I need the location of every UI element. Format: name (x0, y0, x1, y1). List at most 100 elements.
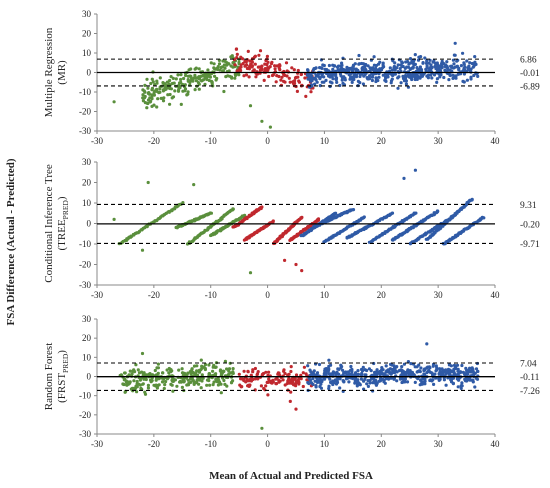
data-point (348, 77, 352, 81)
data-point (282, 79, 286, 83)
data-point (428, 378, 432, 383)
data-point (384, 79, 388, 83)
data-point (301, 384, 305, 389)
data-point (318, 77, 322, 81)
y-tick-label: -30 (79, 429, 91, 439)
data-point (140, 248, 145, 252)
data-point (292, 68, 296, 72)
data-point (470, 197, 474, 201)
data-point (220, 373, 224, 377)
data-point (145, 106, 149, 110)
x-tick-label: 20 (377, 136, 387, 146)
data-point (449, 364, 453, 368)
data-point (285, 74, 289, 78)
data-point (197, 67, 201, 71)
data-point (299, 72, 303, 76)
data-point (424, 61, 429, 65)
x-tick-label: -20 (148, 439, 160, 449)
y-tick-label: -10 (79, 391, 91, 401)
data-point (209, 211, 213, 215)
data-point (326, 74, 331, 78)
data-point (370, 78, 374, 83)
data-point (156, 366, 160, 370)
y-tick-label: 0 (87, 68, 92, 78)
data-point (451, 73, 455, 77)
data-point (444, 383, 448, 387)
data-point (312, 67, 316, 71)
data-point (208, 75, 212, 79)
data-point (405, 380, 410, 384)
data-point (243, 64, 247, 68)
data-point (212, 62, 216, 66)
data-point (156, 97, 160, 101)
data-point (235, 56, 239, 60)
data-point (260, 205, 264, 209)
data-point (244, 73, 249, 77)
data-point (465, 369, 469, 373)
data-point (437, 372, 441, 376)
data-point (248, 271, 253, 275)
data-point (318, 66, 322, 70)
data-point (409, 362, 413, 366)
data-point (250, 60, 254, 64)
data-point (248, 59, 252, 63)
data-point (178, 379, 182, 384)
data-point (282, 368, 286, 372)
data-point (267, 377, 271, 381)
data-point (270, 381, 274, 385)
data-point (193, 88, 197, 92)
data-point (179, 102, 183, 106)
panel-label-subscript: PRED (61, 200, 70, 220)
data-point (436, 209, 440, 213)
data-point (413, 380, 417, 384)
data-point (476, 74, 480, 78)
data-point (143, 101, 147, 105)
data-point (192, 380, 196, 384)
data-point (452, 62, 456, 66)
data-point (356, 369, 360, 373)
data-point (407, 373, 411, 377)
data-point (407, 75, 412, 79)
data-point (320, 66, 324, 70)
data-point (357, 53, 361, 58)
data-point (263, 62, 267, 66)
data-point (404, 82, 408, 86)
data-point (143, 83, 147, 87)
data-point (471, 380, 475, 384)
data-point (313, 82, 317, 86)
data-point (181, 201, 185, 205)
data-point (337, 69, 341, 73)
data-point (392, 376, 396, 380)
panel-multiple-regression: 30 20 10 0 -10 -20 -30-30 -20 -10 0 10 20 30 40 6.86 -0… (43, 9, 540, 146)
data-point (448, 368, 452, 372)
data-point (163, 87, 168, 91)
data-point (222, 378, 226, 383)
data-point (285, 69, 289, 73)
data-point (277, 66, 281, 70)
data-point (334, 211, 338, 215)
data-point (266, 66, 270, 70)
data-point (186, 371, 190, 375)
x-tick-label: 20 (377, 290, 387, 300)
data-point (460, 381, 464, 385)
data-point (341, 81, 345, 85)
data-point (132, 379, 136, 383)
data-point (199, 358, 203, 362)
data-point (326, 369, 331, 373)
data-point (154, 89, 158, 93)
data-point (160, 380, 165, 384)
data-point (112, 100, 116, 104)
data-point (264, 370, 268, 374)
data-point (182, 380, 186, 384)
data-point (189, 74, 193, 79)
data-point (253, 366, 257, 371)
data-point (356, 372, 360, 376)
data-point (400, 371, 404, 375)
data-point (151, 93, 155, 97)
panel-label-line: (MR) (56, 60, 68, 85)
data-point (463, 65, 467, 69)
data-point (193, 76, 197, 80)
data-point (146, 86, 150, 90)
data-point (438, 367, 442, 371)
data-point (328, 84, 332, 89)
